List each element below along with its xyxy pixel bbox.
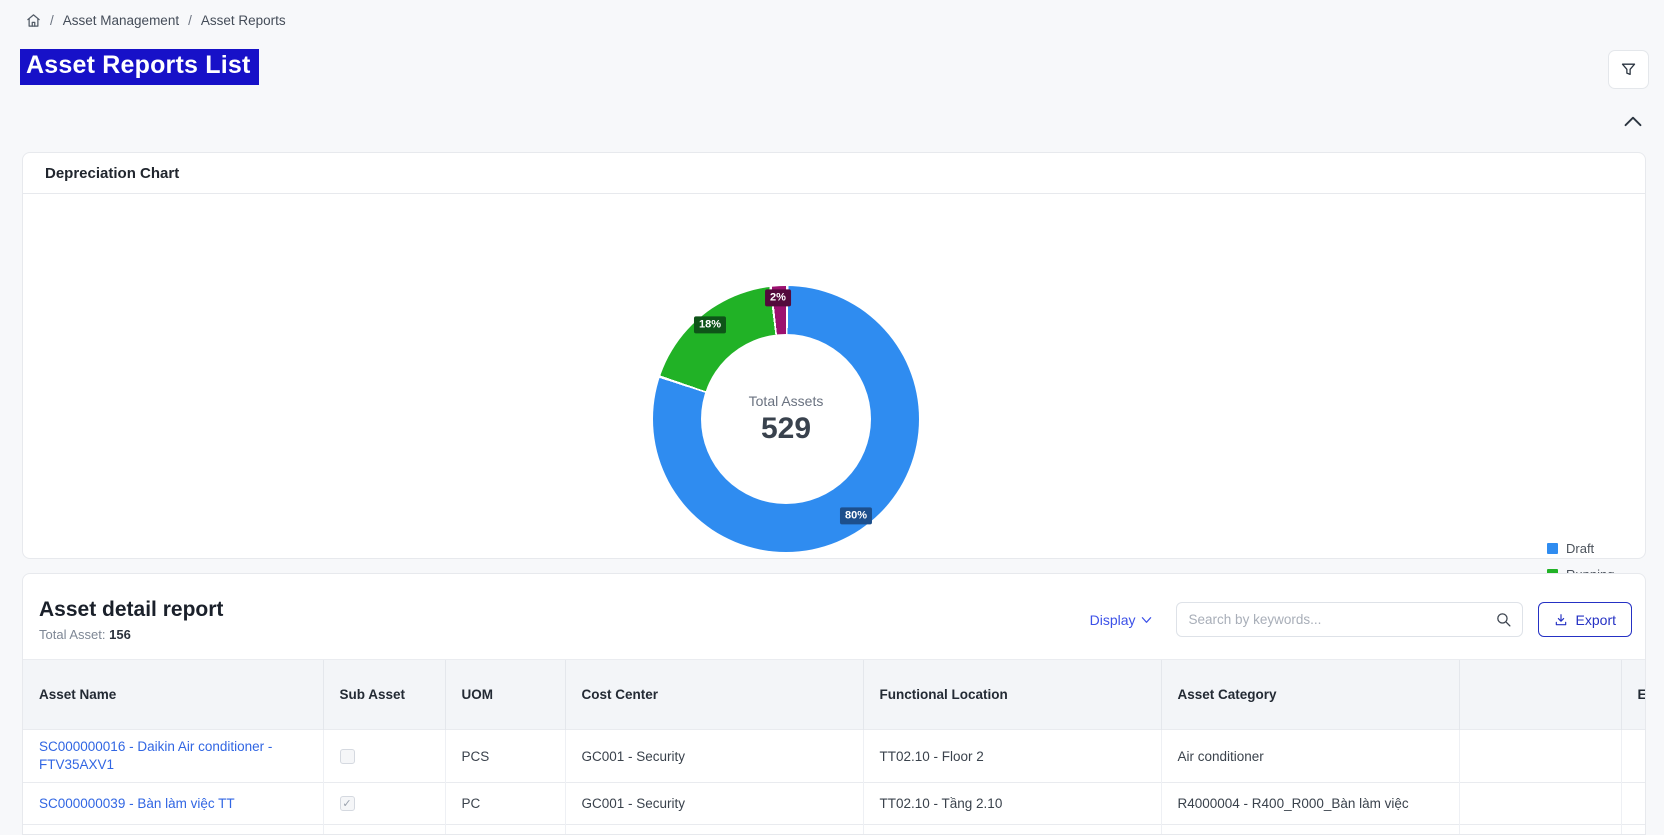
sub-asset-checkbox[interactable]: ✓: [339, 796, 355, 812]
slice-label-running: 18%: [693, 316, 727, 334]
legend-label: Draft: [1566, 541, 1595, 556]
export-button[interactable]: Export: [1537, 602, 1632, 637]
eq-cell: [1620, 728, 1645, 783]
breadcrumb-item-asset-management[interactable]: Asset Management: [62, 13, 180, 28]
magnifier-icon[interactable]: [1495, 611, 1512, 628]
donut-center: Total Assets 529: [701, 334, 871, 504]
slice-label-draft: 80%: [839, 507, 873, 525]
export-label: Export: [1575, 611, 1616, 628]
table-row: SC000000039 - Bàn làm việc TT ✓ PC GC001…: [23, 782, 1645, 825]
download-icon: [1554, 613, 1568, 627]
breadcrumb-item-asset-reports[interactable]: Asset Reports: [200, 13, 286, 28]
chevron-down-icon: [1141, 616, 1152, 624]
blank-cell: [1458, 782, 1621, 825]
collapse-section-button[interactable]: [1618, 110, 1648, 132]
table-header-row: Asset Name Sub Asset UOM Cost Center Fun…: [23, 659, 1645, 730]
breadcrumb-separator: /: [188, 13, 192, 28]
search-box: [1175, 602, 1523, 637]
sub-asset-checkbox[interactable]: ✓: [339, 748, 355, 764]
chart-card-title: Depreciation Chart: [45, 164, 180, 182]
asset-category-cell: R4000004 - R400_R000_Bàn làm việc: [1160, 782, 1459, 825]
asset-link[interactable]: SC000000039 - Bàn làm việc TT: [39, 795, 235, 811]
column-header-sub-asset[interactable]: Sub Asset: [322, 659, 445, 730]
depreciation-chart-card: Depreciation Chart Total Assets 529 80% …: [22, 152, 1646, 608]
funnel-icon: [1620, 61, 1637, 78]
donut-chart[interactable]: Total Assets 529: [653, 286, 919, 552]
legend-swatch-draft: [1547, 543, 1558, 554]
total-asset-label: Total Asset:: [39, 626, 106, 642]
asset-category-cell: Air conditioner: [1160, 728, 1459, 783]
uom-cell: PC: [444, 782, 565, 825]
slice-label-closed: 2%: [765, 289, 791, 307]
asset-link[interactable]: SC000000016 - Daikin Air conditioner - F…: [39, 739, 273, 773]
detail-header: Asset detail report Total Asset: 156 Dis…: [23, 574, 1645, 659]
breadcrumb-separator: /: [50, 13, 54, 28]
total-asset-value: 156: [109, 626, 131, 642]
chart-card-header: Depreciation Chart: [23, 153, 1645, 194]
asset-detail-report-card: Asset detail report Total Asset: 156 Dis…: [22, 573, 1646, 835]
table-row: SC000000016 - Daikin Air conditioner - F…: [23, 728, 1645, 783]
breadcrumb: / Asset Management / Asset Reports: [26, 13, 286, 28]
chevron-up-icon: [1623, 114, 1643, 128]
column-header-asset-name[interactable]: Asset Name: [23, 659, 323, 730]
column-header-cost-center[interactable]: Cost Center: [564, 659, 863, 730]
detail-controls: Display Export: [1090, 602, 1632, 637]
home-icon[interactable]: [26, 13, 41, 28]
uom-cell: PCS: [444, 728, 565, 783]
detail-title: Asset detail report: [39, 597, 224, 621]
table-row-partial: [23, 824, 1645, 834]
legend-item-draft[interactable]: Draft: [1547, 541, 1614, 556]
search-input[interactable]: [1175, 602, 1523, 637]
display-label: Display: [1089, 611, 1136, 628]
donut-center-value: 529: [760, 411, 812, 445]
functional-location-cell: TT02.10 - Tầng 2.10: [862, 782, 1161, 825]
column-header-uom[interactable]: UOM: [444, 659, 565, 730]
asset-detail-table: Asset Name Sub Asset UOM Cost Center Fun…: [23, 659, 1645, 834]
donut-chart-area: Total Assets 529 80% 18% 2% Draft Runnin…: [23, 194, 1645, 608]
display-dropdown[interactable]: Display: [1090, 612, 1152, 628]
column-header-asset-category[interactable]: Asset Category: [1160, 659, 1459, 730]
column-header-functional-location[interactable]: Functional Location: [862, 659, 1161, 730]
cost-center-cell: GC001 - Security: [564, 782, 863, 825]
functional-location-cell: TT02.10 - Floor 2: [862, 728, 1161, 783]
column-header-blank: [1458, 659, 1621, 730]
column-header-eq-cut[interactable]: Eq: [1620, 659, 1645, 730]
total-asset-count: Total Asset: 156: [39, 627, 223, 642]
page-title: Asset Reports List: [20, 49, 259, 85]
filter-button[interactable]: [1608, 50, 1649, 89]
blank-cell: [1458, 728, 1621, 783]
eq-cell: [1620, 782, 1645, 825]
cost-center-cell: GC001 - Security: [564, 728, 863, 783]
donut-center-label: Total Assets: [748, 392, 824, 409]
